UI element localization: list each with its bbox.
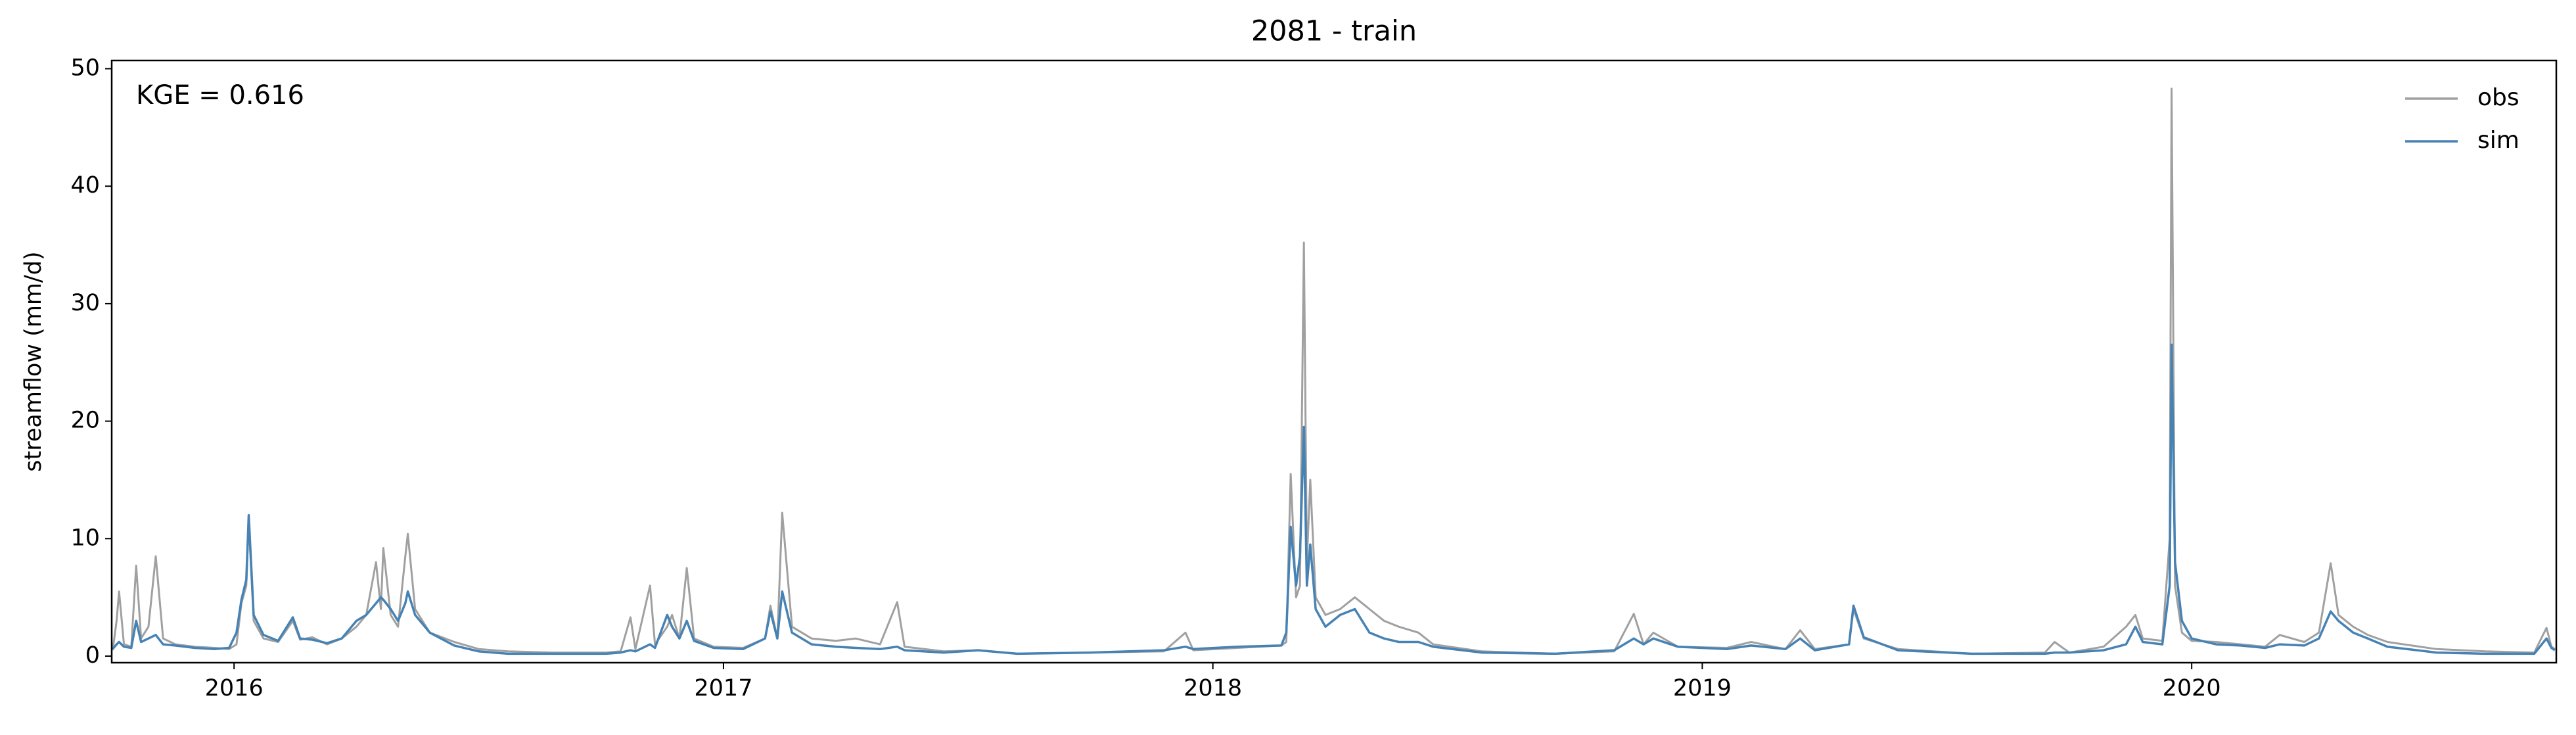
x-tick-label: 2016 bbox=[205, 675, 264, 701]
plot-frame bbox=[110, 59, 2558, 664]
chart-title: 2081 - train bbox=[1251, 15, 1417, 48]
y-tick-label: 50 bbox=[70, 55, 100, 82]
x-tick-label: 2019 bbox=[1673, 675, 1732, 701]
annotation: KGE = 0.616 bbox=[136, 80, 304, 110]
x-tick-label: 2017 bbox=[694, 675, 752, 701]
y-tick-label: 20 bbox=[70, 408, 100, 434]
y-axis-label: streamflow (mm/d) bbox=[20, 251, 47, 471]
legend-label: sim bbox=[2477, 127, 2519, 154]
y-tick-label: 40 bbox=[70, 172, 100, 199]
y-tick-label: 0 bbox=[85, 642, 100, 669]
series-line bbox=[112, 87, 2556, 655]
y-tick-label: 30 bbox=[70, 290, 100, 316]
series-line bbox=[112, 343, 2556, 655]
legend-label: obs bbox=[2477, 84, 2519, 111]
y-tick-label: 10 bbox=[70, 525, 100, 551]
x-tick-label: 2020 bbox=[2163, 675, 2221, 701]
x-tick-label: 2018 bbox=[1184, 675, 1242, 701]
